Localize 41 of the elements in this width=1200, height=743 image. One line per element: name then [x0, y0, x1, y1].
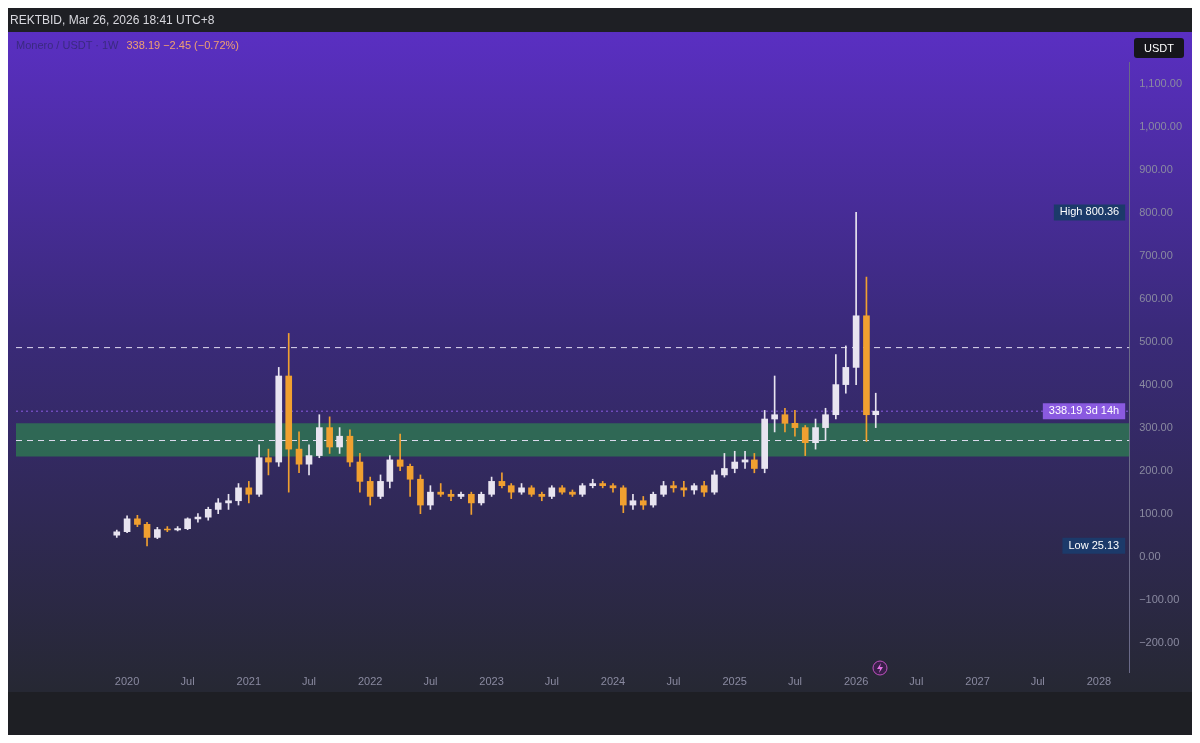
- y-tick-label: 100.00: [1139, 506, 1173, 519]
- x-tick-label: 2020: [114, 675, 140, 688]
- annotation: High 800.36: [1059, 205, 1120, 218]
- x-tick-label: 2027: [965, 675, 990, 688]
- x-tick-label: Jul: [180, 675, 195, 688]
- y-tick-label: 1,100.00: [1139, 76, 1183, 89]
- candlestick: [791, 410, 799, 437]
- candlestick: [437, 483, 445, 497]
- x-tick-label: 2028: [1086, 675, 1112, 688]
- y-tick-label: 300.00: [1139, 420, 1173, 433]
- x-tick-label: 2021: [236, 675, 262, 688]
- y-tick-label: 600.00: [1139, 291, 1173, 304]
- y-tick-label: 1,000.00: [1139, 119, 1183, 132]
- candlestick: [872, 392, 880, 428]
- x-tick-label: Jul: [301, 675, 317, 688]
- x-tick-label: Jul: [909, 675, 924, 688]
- x-tick-label: 2025: [722, 675, 747, 688]
- y-tick-label: 700.00: [1139, 248, 1173, 261]
- y-tick-label: 800.00: [1139, 205, 1173, 218]
- x-tick-label: Jul: [787, 675, 802, 688]
- ref-line-label: 338.19 3d 14h: [1048, 404, 1120, 417]
- x-tick-label: 2022: [357, 675, 383, 688]
- x-tick-label: Jul: [1030, 675, 1045, 688]
- y-tick-label: −100.00: [1139, 592, 1180, 605]
- x-tick-label: Jul: [544, 675, 559, 688]
- chart-subtitle: 338.19 −2.45 (−0.72%): [126, 39, 240, 51]
- x-tick-label: Jul: [666, 675, 681, 688]
- chart-title: Monero / USDT · 1W: [16, 39, 119, 51]
- x-tick-label: 2024: [600, 675, 626, 688]
- x-tick-label: 2026: [843, 675, 869, 688]
- y-tick-label: 500.00: [1139, 334, 1173, 347]
- x-tick-label: Jul: [423, 675, 438, 688]
- annotation: Low 25.13: [1068, 538, 1120, 551]
- y-axis-title: USDT: [1134, 38, 1184, 58]
- y-tick-label: −200.00: [1139, 635, 1180, 648]
- x-tick-label: 2023: [479, 675, 504, 688]
- y-tick-label: 400.00: [1139, 377, 1173, 390]
- y-tick-label: 200.00: [1139, 463, 1173, 476]
- y-tick-label: 0.00: [1139, 549, 1161, 562]
- y-tick-label: 900.00: [1139, 162, 1173, 175]
- text: REKTBID, Mar 26, 2026 18:41 UTC+8: [10, 13, 215, 27]
